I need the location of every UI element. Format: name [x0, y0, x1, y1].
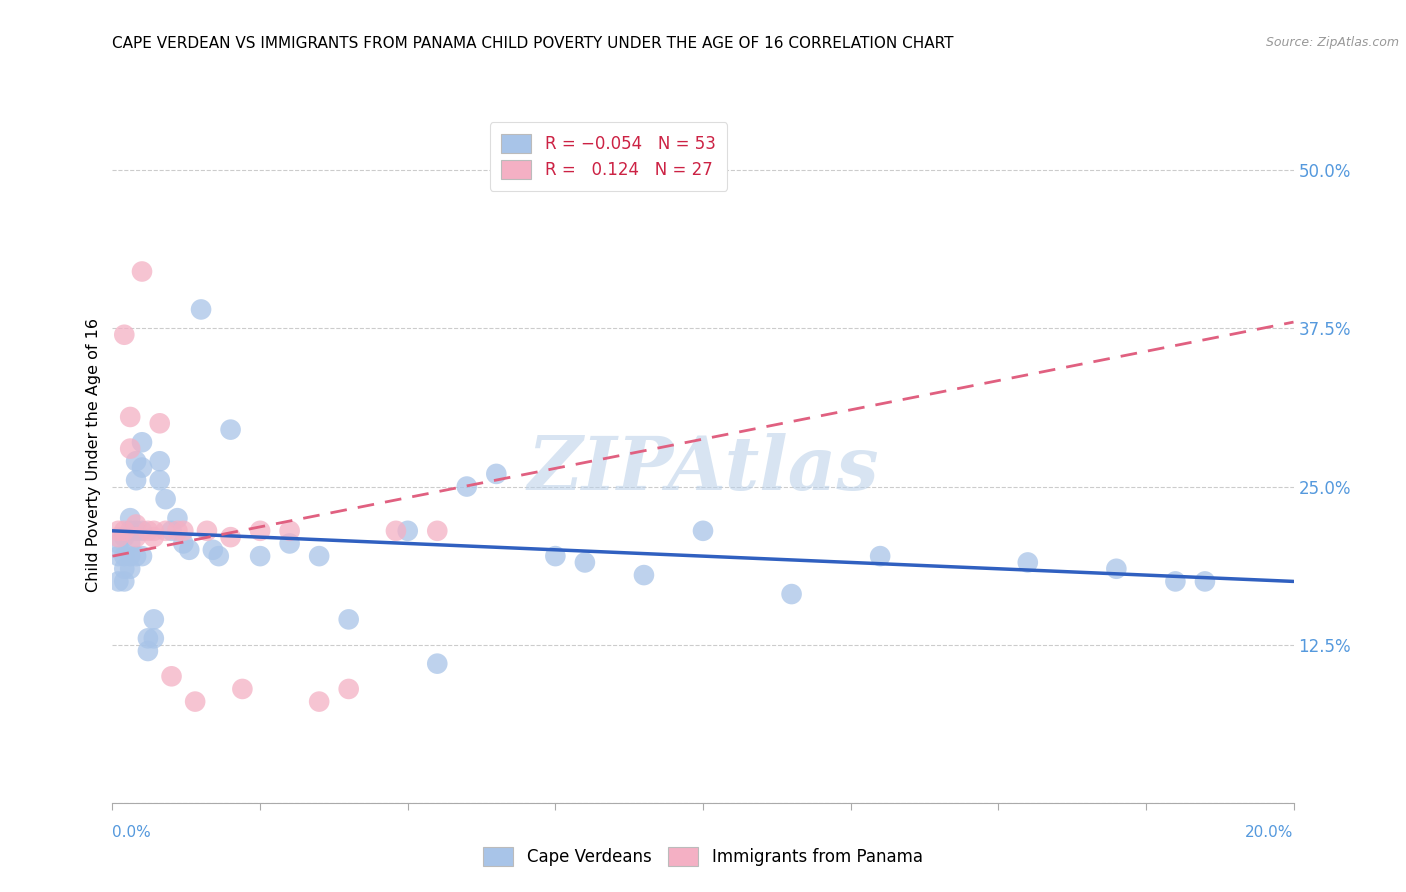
- Point: [166, 511, 188, 525]
- Point: [149, 473, 172, 487]
- Point: [142, 632, 165, 646]
- Point: [136, 644, 159, 658]
- Point: [160, 524, 183, 538]
- Point: [201, 542, 224, 557]
- Point: [107, 524, 129, 538]
- Point: [120, 442, 142, 456]
- Point: [125, 549, 148, 563]
- Point: [278, 536, 301, 550]
- Point: [120, 409, 142, 424]
- Point: [149, 454, 172, 468]
- Point: [125, 524, 148, 538]
- Text: ZIPAtlas: ZIPAtlas: [527, 433, 879, 505]
- Point: [692, 524, 714, 538]
- Point: [869, 549, 891, 563]
- Point: [142, 530, 165, 544]
- Text: 20.0%: 20.0%: [1246, 825, 1294, 840]
- Point: [120, 536, 142, 550]
- Point: [112, 524, 135, 538]
- Point: [112, 530, 135, 544]
- Point: [208, 549, 231, 563]
- Point: [125, 473, 148, 487]
- Point: [1194, 574, 1216, 589]
- Point: [112, 327, 135, 342]
- Point: [249, 524, 271, 538]
- Point: [337, 612, 360, 626]
- Point: [136, 632, 159, 646]
- Point: [544, 549, 567, 563]
- Point: [396, 524, 419, 538]
- Point: [574, 556, 596, 570]
- Point: [219, 423, 242, 437]
- Point: [131, 460, 153, 475]
- Point: [160, 669, 183, 683]
- Point: [112, 562, 135, 576]
- Point: [172, 536, 194, 550]
- Point: [131, 524, 153, 538]
- Point: [780, 587, 803, 601]
- Point: [190, 302, 212, 317]
- Point: [308, 695, 330, 709]
- Point: [231, 681, 253, 696]
- Point: [136, 524, 159, 538]
- Point: [184, 695, 207, 709]
- Point: [337, 681, 360, 696]
- Point: [120, 511, 142, 525]
- Point: [155, 524, 177, 538]
- Point: [1105, 562, 1128, 576]
- Point: [131, 264, 153, 278]
- Point: [155, 492, 177, 507]
- Point: [278, 524, 301, 538]
- Point: [1017, 556, 1039, 570]
- Point: [426, 657, 449, 671]
- Point: [112, 549, 135, 563]
- Point: [107, 549, 129, 563]
- Point: [426, 524, 449, 538]
- Point: [125, 517, 148, 532]
- Point: [120, 524, 142, 538]
- Point: [179, 542, 201, 557]
- Text: CAPE VERDEAN VS IMMIGRANTS FROM PANAMA CHILD POVERTY UNDER THE AGE OF 16 CORRELA: CAPE VERDEAN VS IMMIGRANTS FROM PANAMA C…: [112, 36, 955, 51]
- Point: [131, 549, 153, 563]
- Point: [308, 549, 330, 563]
- Point: [107, 574, 129, 589]
- Y-axis label: Child Poverty Under the Age of 16: Child Poverty Under the Age of 16: [86, 318, 101, 592]
- Legend: Cape Verdeans, Immigrants from Panama: Cape Verdeans, Immigrants from Panama: [475, 838, 931, 874]
- Point: [142, 612, 165, 626]
- Point: [131, 435, 153, 450]
- Point: [385, 524, 408, 538]
- Point: [125, 454, 148, 468]
- Point: [107, 536, 129, 550]
- Text: Source: ZipAtlas.com: Source: ZipAtlas.com: [1265, 36, 1399, 49]
- Point: [456, 479, 478, 493]
- Point: [166, 524, 188, 538]
- Point: [107, 530, 129, 544]
- Point: [249, 549, 271, 563]
- Point: [633, 568, 655, 582]
- Point: [120, 549, 142, 563]
- Point: [195, 524, 218, 538]
- Point: [485, 467, 508, 481]
- Point: [112, 574, 135, 589]
- Text: 0.0%: 0.0%: [112, 825, 152, 840]
- Point: [219, 530, 242, 544]
- Point: [142, 524, 165, 538]
- Point: [125, 530, 148, 544]
- Point: [149, 417, 172, 431]
- Point: [1164, 574, 1187, 589]
- Point: [172, 524, 194, 538]
- Point: [120, 562, 142, 576]
